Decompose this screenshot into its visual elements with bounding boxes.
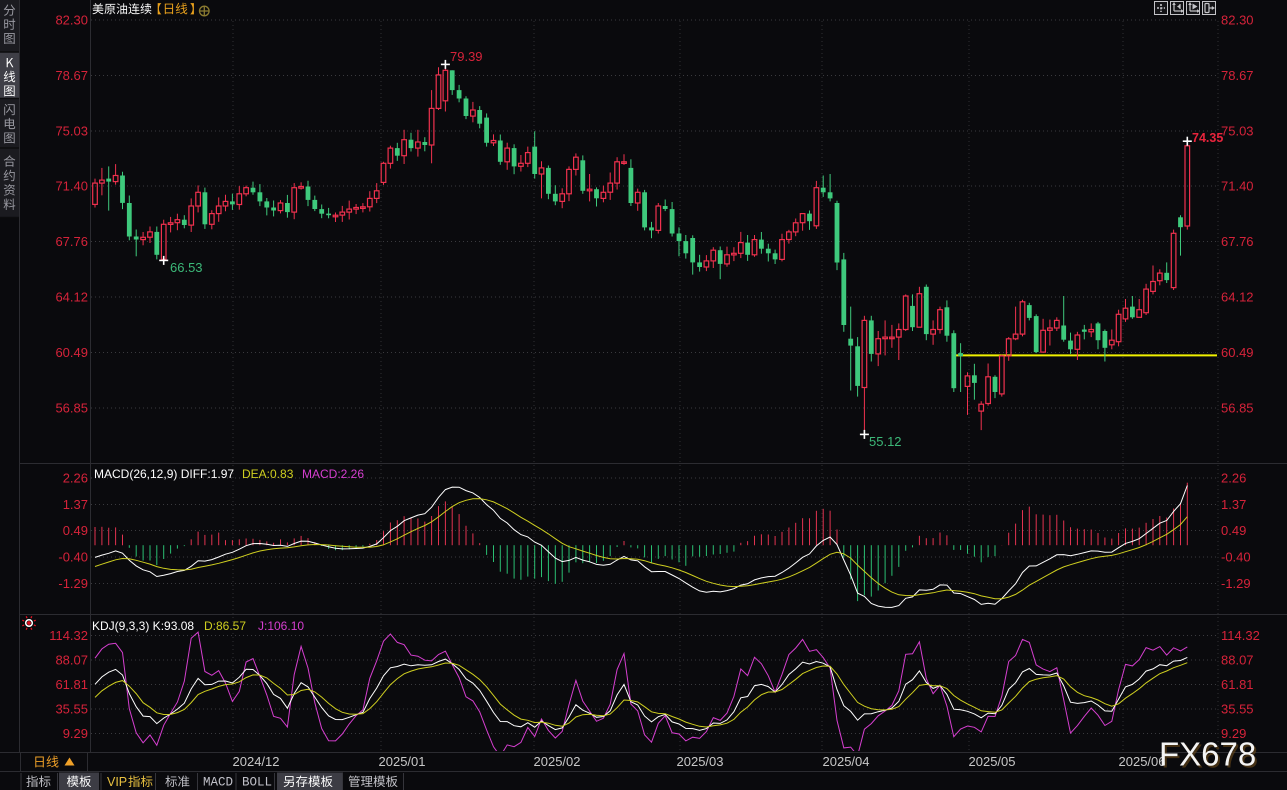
svg-text:114.32: 114.32 <box>1221 628 1260 643</box>
svg-text:KDJ(9,3,3) K:93.08: KDJ(9,3,3) K:93.08 <box>92 619 194 633</box>
svg-text:61.81: 61.81 <box>1221 677 1254 692</box>
svg-text:MACD: MACD <box>203 776 233 790</box>
svg-text:-1.29: -1.29 <box>1221 576 1251 591</box>
svg-text:64.12: 64.12 <box>1221 290 1254 305</box>
svg-text:67.76: 67.76 <box>1221 234 1254 249</box>
svg-text:MACD(26,12,9) DIFF:1.97: MACD(26,12,9) DIFF:1.97 <box>94 467 234 481</box>
svg-text:DEA:0.83: DEA:0.83 <box>242 467 294 481</box>
svg-text:2025/05: 2025/05 <box>969 754 1016 769</box>
svg-text:-1.29: -1.29 <box>58 576 88 591</box>
svg-text:2025/01: 2025/01 <box>379 754 426 769</box>
svg-text:75.03: 75.03 <box>55 123 88 138</box>
svg-text:56.85: 56.85 <box>55 401 88 416</box>
svg-text:2.26: 2.26 <box>63 471 88 486</box>
svg-text:2.26: 2.26 <box>1221 471 1246 486</box>
svg-text:35.55: 35.55 <box>1221 702 1254 717</box>
svg-text:79.39: 79.39 <box>450 49 483 64</box>
svg-text:1.37: 1.37 <box>63 497 88 512</box>
svg-text:88.07: 88.07 <box>55 653 88 668</box>
svg-text:-0.40: -0.40 <box>1221 550 1251 565</box>
svg-text:2025/04: 2025/04 <box>823 754 870 769</box>
svg-text:74.35: 74.35 <box>1192 131 1223 145</box>
svg-text:82.30: 82.30 <box>1221 13 1254 28</box>
svg-text:1.37: 1.37 <box>1221 497 1246 512</box>
svg-text:67.76: 67.76 <box>55 234 88 249</box>
svg-text:82.30: 82.30 <box>55 13 88 28</box>
svg-text:60.49: 60.49 <box>55 345 88 360</box>
svg-text:2025/03: 2025/03 <box>677 754 724 769</box>
svg-text:78.67: 78.67 <box>1221 68 1254 83</box>
svg-text:56.85: 56.85 <box>1221 401 1254 416</box>
svg-text:75.03: 75.03 <box>1221 123 1254 138</box>
svg-text:71.40: 71.40 <box>55 179 88 194</box>
svg-text:2024/12: 2024/12 <box>233 754 280 769</box>
svg-text:J:106.10: J:106.10 <box>258 619 304 633</box>
svg-text:78.67: 78.67 <box>55 68 88 83</box>
svg-text:88.07: 88.07 <box>1221 653 1254 668</box>
svg-text:-0.40: -0.40 <box>58 550 88 565</box>
svg-text:35.55: 35.55 <box>55 702 88 717</box>
svg-text:0.49: 0.49 <box>1221 523 1246 538</box>
svg-text:66.53: 66.53 <box>170 260 203 275</box>
svg-text:FX678: FX678 <box>1161 738 1258 775</box>
svg-text:2025/02: 2025/02 <box>534 754 581 769</box>
svg-text:9.29: 9.29 <box>1221 726 1246 741</box>
svg-text:61.81: 61.81 <box>55 677 88 692</box>
svg-text:0.49: 0.49 <box>63 523 88 538</box>
svg-text:BOLL: BOLL <box>242 776 272 790</box>
svg-text:114.32: 114.32 <box>49 628 88 643</box>
svg-text:2025/06: 2025/06 <box>1119 754 1166 769</box>
svg-text:64.12: 64.12 <box>55 290 88 305</box>
svg-text:D:86.57: D:86.57 <box>204 619 246 633</box>
svg-text:71.40: 71.40 <box>1221 179 1254 194</box>
svg-text:FX678: FX678 <box>1159 736 1256 773</box>
svg-text:55.12: 55.12 <box>869 434 902 449</box>
svg-text:60.49: 60.49 <box>1221 345 1254 360</box>
svg-text:VIP: VIP <box>107 775 127 789</box>
svg-text:MACD:2.26: MACD:2.26 <box>302 467 364 481</box>
svg-text:9.29: 9.29 <box>63 726 88 741</box>
